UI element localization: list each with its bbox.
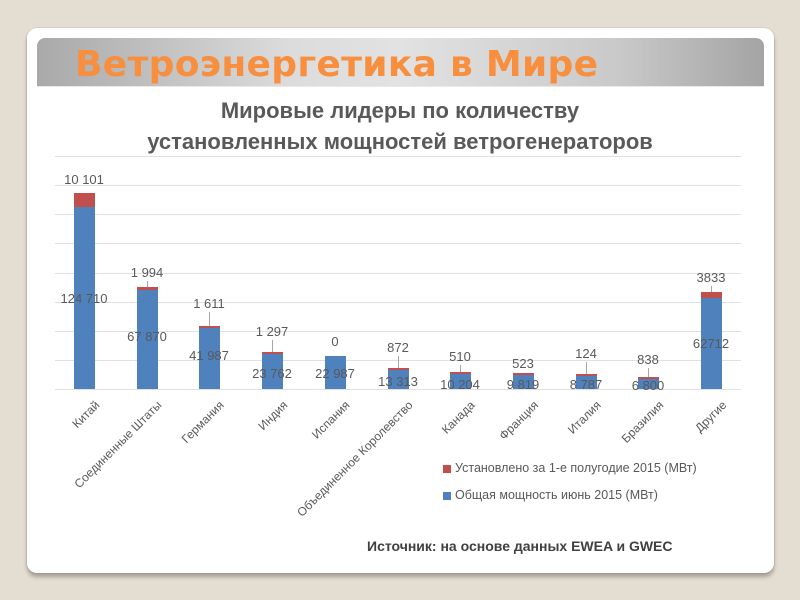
category-label: Китай xyxy=(69,398,102,431)
title-band xyxy=(37,38,764,86)
bar-total-capacity xyxy=(512,374,534,389)
bar-installed-h1 xyxy=(449,372,471,375)
chart-title-line-1: Мировые лидеры по количеству xyxy=(220,98,580,123)
slide-title: Ветроэнергетика в Мире xyxy=(75,44,599,85)
gridline xyxy=(55,389,741,390)
category-label: Объединенное Королевство xyxy=(294,398,416,520)
leader-line xyxy=(648,368,649,378)
slide-content xyxy=(37,86,764,565)
gridline xyxy=(55,156,741,157)
category-label: Индия xyxy=(254,398,290,433)
bar-total-capacity xyxy=(198,327,220,389)
category-label: Бразилия xyxy=(618,398,666,446)
data-label-total: 13 313 xyxy=(378,374,418,389)
bar-installed-h1 xyxy=(261,352,283,355)
data-label-total: 23 762 xyxy=(252,366,292,381)
gridline xyxy=(55,214,741,215)
leader-line xyxy=(398,356,399,368)
chart-title: Мировые лидеры по количеству установленн… xyxy=(55,95,745,157)
bar-total-capacity xyxy=(324,355,346,389)
leader-line xyxy=(147,281,148,288)
leader-line xyxy=(711,286,712,293)
data-label-installed: 838 xyxy=(637,352,659,367)
category-label: Германия xyxy=(178,398,227,446)
data-label-installed: 510 xyxy=(449,349,471,364)
leader-line xyxy=(209,312,210,326)
legend-label: Установлено за 1-е полугодие 2015 (МВт) xyxy=(455,461,697,475)
bar-installed-h1 xyxy=(700,292,722,298)
chart-legend: Установлено за 1-е полугодие 2015 (МВт) … xyxy=(443,460,697,504)
data-label-total: 41 987 xyxy=(189,348,229,363)
bar-total-capacity xyxy=(575,376,597,389)
leader-line xyxy=(272,340,273,353)
gridline xyxy=(55,331,741,332)
bar-total-capacity xyxy=(700,297,722,389)
data-label-total: 22 987 xyxy=(315,366,355,381)
leader-line xyxy=(586,362,587,375)
gridline xyxy=(55,185,741,186)
bar-total-capacity xyxy=(387,369,409,389)
legend-swatch-blue xyxy=(443,492,451,500)
legend-item-installed-h1-2015: Установлено за 1-е полугодие 2015 (МВт) xyxy=(443,460,697,477)
data-label-installed: 10 101 xyxy=(64,172,104,187)
leader-line xyxy=(460,365,461,373)
bar-installed-h1 xyxy=(198,325,220,328)
data-label-installed: 1 297 xyxy=(255,324,289,339)
bar-installed-h1 xyxy=(637,377,659,380)
data-label-installed: 124 xyxy=(575,346,597,361)
data-label-total: 10 204 xyxy=(440,377,480,392)
bar-total-capacity xyxy=(261,354,283,389)
data-label-installed: 1 994 xyxy=(130,265,164,280)
category-label: Франция xyxy=(496,398,541,443)
data-label-installed: 872 xyxy=(387,340,409,355)
gridline xyxy=(55,243,741,244)
data-label-installed: 1 611 xyxy=(193,296,225,311)
bar-installed-h1 xyxy=(73,192,95,208)
bar-installed-h1 xyxy=(575,374,597,377)
bar-total-capacity xyxy=(136,290,158,389)
bar-installed-h1 xyxy=(512,372,534,375)
gridline xyxy=(55,273,741,274)
data-label-total: 62712 xyxy=(692,336,730,351)
data-label-installed: 0 xyxy=(331,334,339,349)
legend-label: Общая мощность июнь 2015 (МВт) xyxy=(455,488,658,502)
bar-total-capacity xyxy=(449,374,471,389)
data-label-installed: 3833 xyxy=(696,270,726,285)
data-label-installed: 523 xyxy=(512,356,534,371)
data-label-total: 8 787 xyxy=(569,377,603,392)
gridline xyxy=(55,302,741,303)
category-label: Испания xyxy=(309,398,353,442)
category-label: Италия xyxy=(565,398,604,437)
data-label-total: 124 710 xyxy=(60,291,108,306)
data-label-total: 9 819 xyxy=(506,377,540,392)
source-note: Источник: на основе данных EWEA и GWEC xyxy=(367,538,673,554)
category-label: Канада xyxy=(439,398,478,437)
data-label-total: 67 870 xyxy=(127,329,167,344)
bar-total-capacity xyxy=(637,379,659,389)
bar-total-capacity xyxy=(73,207,95,389)
chart-title-line-2: установленных мощностей ветрогенераторов xyxy=(147,129,653,154)
bar-installed-h1 xyxy=(136,287,158,291)
legend-swatch-red xyxy=(443,465,451,473)
legend-item-total-june-2015: Общая мощность июнь 2015 (МВт) xyxy=(443,487,697,504)
data-label-total: 6 800 xyxy=(631,378,665,393)
bar-installed-h1 xyxy=(387,367,409,370)
category-label: Другие xyxy=(691,398,729,436)
